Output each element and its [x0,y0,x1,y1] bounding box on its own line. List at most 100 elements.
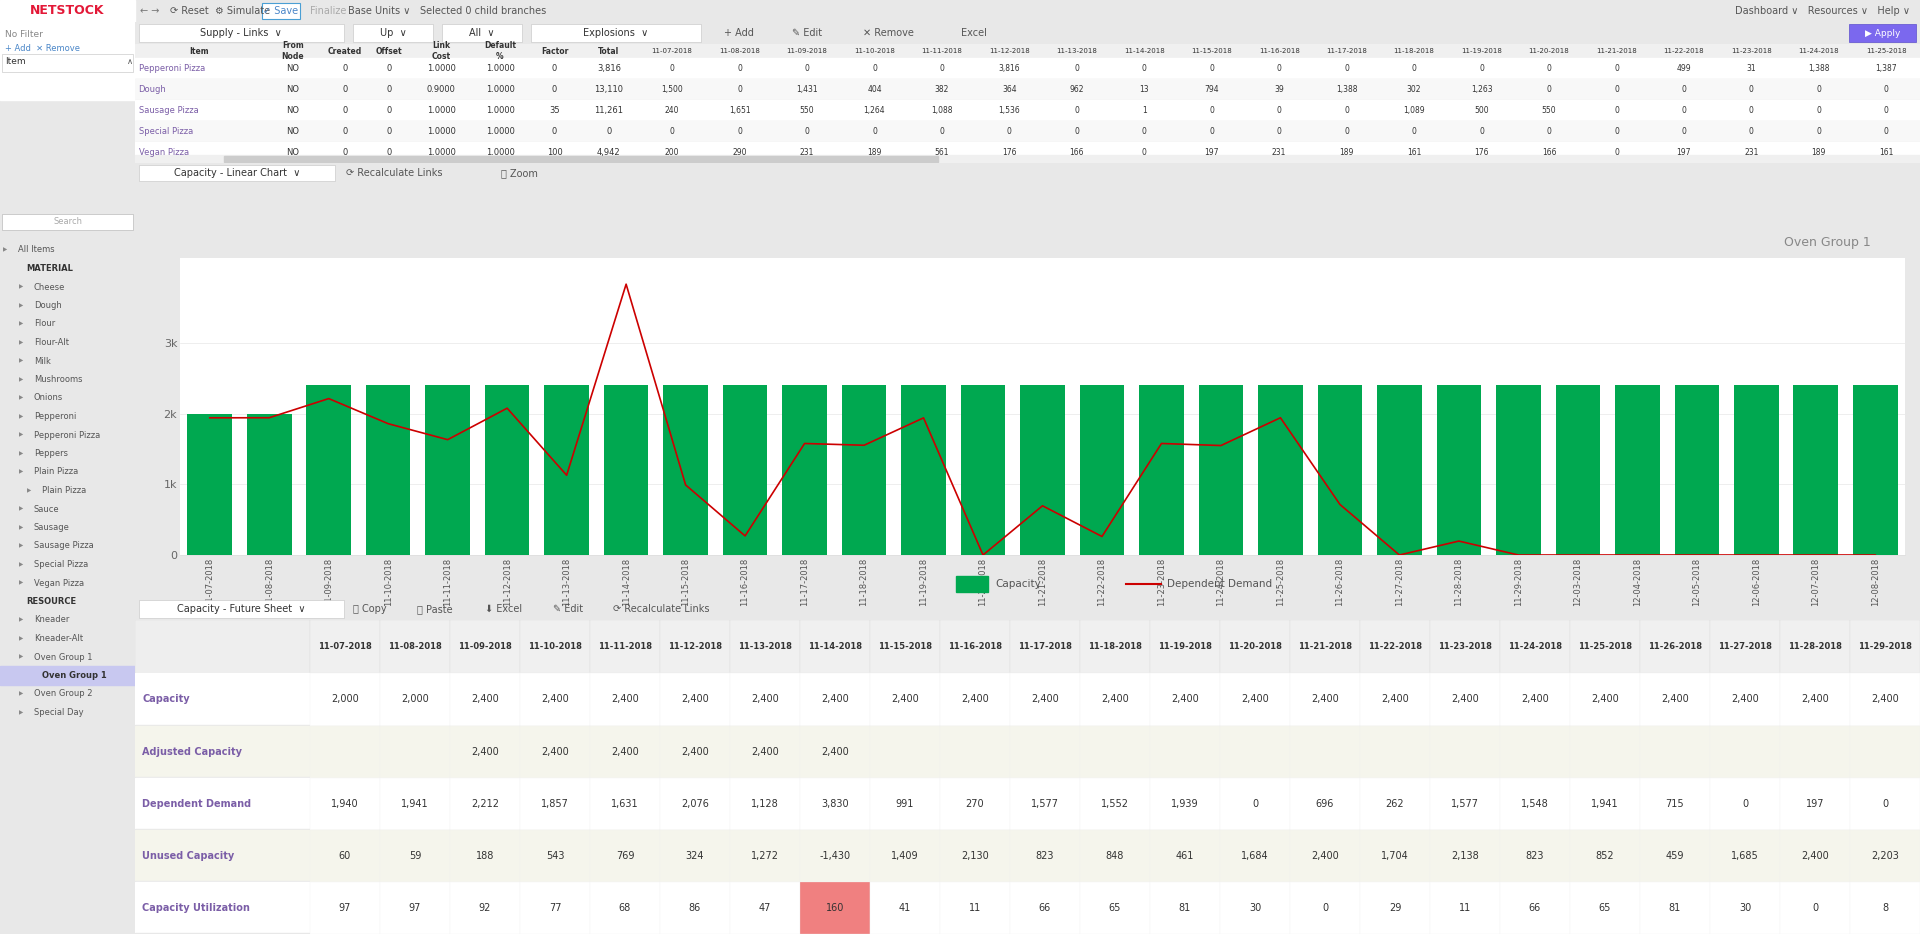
Bar [1079,620,1150,673]
Text: 0: 0 [1142,148,1146,157]
Text: ▶: ▶ [19,377,23,382]
Text: 2,400: 2,400 [891,695,920,704]
Text: 197: 197 [1204,148,1219,157]
Text: ▶: ▶ [19,562,23,567]
Bar [1780,778,1851,829]
Text: 0.9000: 0.9000 [426,85,455,94]
Text: 92: 92 [478,903,492,913]
Text: Vegan Pizza: Vegan Pizza [138,148,188,157]
Text: 1,388: 1,388 [1336,85,1357,94]
Text: Capacity - Future Sheet  ∨: Capacity - Future Sheet ∨ [177,604,305,614]
Text: 11-12-2018: 11-12-2018 [668,643,722,651]
Text: 1.0000: 1.0000 [426,64,455,73]
Text: 0: 0 [607,127,612,136]
Text: 1.0000: 1.0000 [426,148,455,157]
Bar [1711,726,1780,778]
Text: 1,577: 1,577 [1031,799,1060,809]
Bar [134,100,1920,121]
Text: Capacity - Linear Chart  ∨: Capacity - Linear Chart ∨ [173,168,300,178]
Bar [353,24,434,42]
Bar [1010,673,1079,726]
Text: ⚙ Simulate: ⚙ Simulate [215,6,271,16]
Bar [1500,829,1571,882]
Text: 65: 65 [1599,903,1611,913]
Text: 11-09-2018: 11-09-2018 [459,643,513,651]
Bar [309,829,380,882]
Text: 176: 176 [1002,148,1016,157]
Text: ▶: ▶ [19,303,23,308]
Bar [134,829,1920,882]
Text: 2,000: 2,000 [401,695,428,704]
Bar [1430,673,1500,726]
Bar [1500,882,1571,934]
Text: 0: 0 [1411,64,1417,73]
Text: 715: 715 [1667,799,1684,809]
Text: 364: 364 [1002,85,1018,94]
Bar [870,673,941,726]
Bar [1317,386,1361,555]
Bar [134,882,1920,934]
Text: ▶: ▶ [19,506,23,512]
Text: NO: NO [286,148,300,157]
Bar [941,673,1010,726]
Text: 11-16-2018: 11-16-2018 [1260,49,1300,54]
Text: 2,400: 2,400 [1311,695,1338,704]
Bar [449,620,520,673]
Text: 1,577: 1,577 [1452,799,1478,809]
Bar [1436,386,1480,555]
Text: Dashboard ∨   Resources ∨   Help ∨: Dashboard ∨ Resources ∨ Help ∨ [1736,6,1910,16]
Text: 500: 500 [1475,106,1488,115]
Text: 0: 0 [386,64,392,73]
Text: 2,400: 2,400 [751,695,780,704]
Text: 2,400: 2,400 [1311,851,1338,861]
Bar [134,673,1920,726]
Text: 1.0000: 1.0000 [486,148,515,157]
Bar [1571,726,1640,778]
Text: 404: 404 [868,85,881,94]
Bar [520,882,589,934]
Text: 30: 30 [1740,903,1751,913]
Text: ⎘ Paste: ⎘ Paste [417,604,453,614]
Text: 11-19-2018: 11-19-2018 [1461,49,1501,54]
Text: 77: 77 [549,903,561,913]
Text: 2,400: 2,400 [822,746,849,757]
Bar [1571,778,1640,829]
Bar [520,726,589,778]
Text: 0: 0 [1344,127,1350,136]
Text: ✕ Remove: ✕ Remove [864,28,914,38]
Text: 0: 0 [1252,799,1258,809]
Text: 66: 66 [1528,903,1542,913]
Text: 11-11-2018: 11-11-2018 [597,643,653,651]
Text: 11-09-2018: 11-09-2018 [787,49,828,54]
Bar [1079,778,1150,829]
Bar [941,882,1010,934]
Bar [1500,778,1571,829]
Bar [870,829,941,882]
Text: 81: 81 [1179,903,1190,913]
Text: 459: 459 [1667,851,1684,861]
Bar [1079,673,1150,726]
Text: Plain Pizza: Plain Pizza [35,468,79,476]
Bar [870,620,941,673]
Bar [225,156,939,162]
Text: 823: 823 [1035,851,1054,861]
Bar [1500,673,1571,726]
Text: 0: 0 [872,64,877,73]
Bar [1290,726,1359,778]
Text: ⟳ Recalculate Links: ⟳ Recalculate Links [612,604,710,614]
Text: 3,816: 3,816 [597,64,620,73]
Text: 270: 270 [966,799,985,809]
Bar [449,778,520,829]
Text: All Items: All Items [17,246,54,254]
Text: 2,138: 2,138 [1452,851,1478,861]
Text: -1,430: -1,430 [820,851,851,861]
Text: 30: 30 [1248,903,1261,913]
Text: 60: 60 [338,851,351,861]
Bar [309,778,380,829]
Text: 0: 0 [1615,85,1619,94]
Text: 11-17-2018: 11-17-2018 [1018,643,1071,651]
Text: 0: 0 [1277,127,1283,136]
Bar [730,882,801,934]
Bar [138,165,334,181]
Text: 550: 550 [1542,106,1557,115]
